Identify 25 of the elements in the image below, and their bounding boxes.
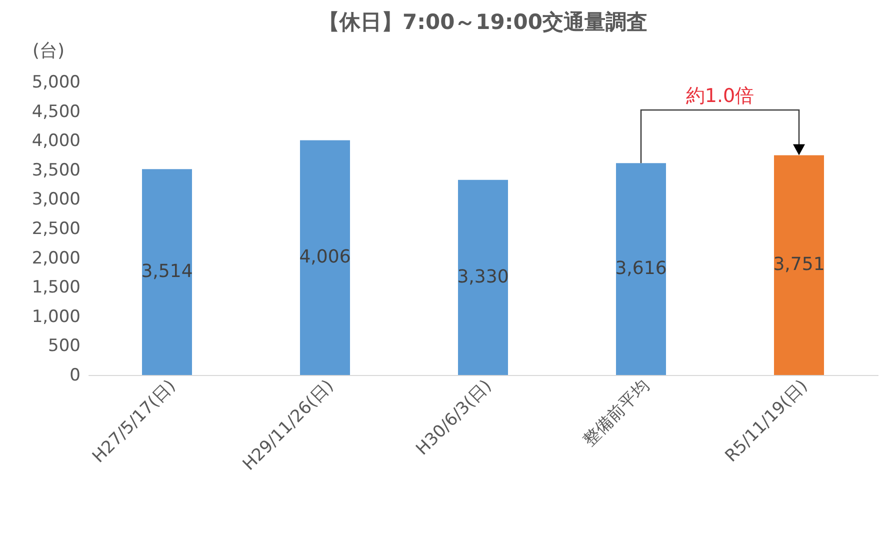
y-tick-label: 0 xyxy=(70,366,80,386)
data-label: 3,616 xyxy=(615,258,667,280)
bar xyxy=(616,163,666,375)
y-tick-label: 3,500 xyxy=(32,160,80,180)
bar xyxy=(300,140,350,375)
y-tick-label: 4,000 xyxy=(32,131,80,152)
data-label: 4,006 xyxy=(299,246,351,268)
x-tick-label: 整備前平均 xyxy=(579,376,654,450)
y-tick-label: 500 xyxy=(48,336,80,356)
bar xyxy=(774,155,824,375)
data-label: 3,330 xyxy=(457,266,509,288)
y-tick-label: 1,500 xyxy=(32,278,80,298)
y-tick-label: 2,500 xyxy=(32,219,80,239)
bar xyxy=(142,169,192,375)
data-label: 3,751 xyxy=(773,254,825,276)
y-tick-label: 5,000 xyxy=(32,72,80,92)
y-tick-label: 3,000 xyxy=(32,190,80,210)
annotation: 約1.0倍 xyxy=(686,85,754,107)
chart-title: 【休日】7:00～19:00交通量調査 xyxy=(317,9,649,36)
y-tick-label: 1,000 xyxy=(32,306,80,327)
y-tick-label: 4,500 xyxy=(32,102,80,122)
data-label: 3,514 xyxy=(141,261,193,282)
y-tick-label: 2,000 xyxy=(32,248,80,268)
bar xyxy=(458,180,508,375)
y-axis-title: (台) xyxy=(32,40,65,62)
